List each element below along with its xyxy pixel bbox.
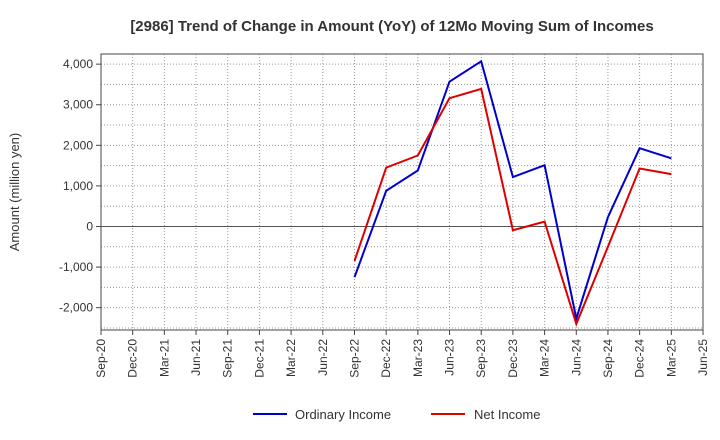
x-tick-label: Jun-23: [443, 339, 457, 376]
x-tick-label: Sep-21: [221, 339, 235, 378]
y-tick-label: 2,000: [63, 138, 93, 152]
x-tick-label: Sep-23: [474, 339, 488, 378]
x-tick-label: Mar-25: [664, 339, 678, 377]
x-tick-label: Dec-23: [506, 339, 520, 378]
y-tick-label: 3,000: [63, 98, 93, 112]
series-line: [353, 87, 672, 327]
x-tick-label: Mar-21: [157, 339, 171, 377]
grid: [100, 54, 704, 330]
x-tick-label: Jun-21: [189, 339, 203, 376]
x-tick-label: Mar-22: [284, 339, 298, 377]
y-axis-label: Amount (million yen): [7, 133, 22, 252]
x-tick-label: Jun-25: [696, 339, 710, 376]
legend-label: Net Income: [474, 407, 540, 422]
x-axis: Sep-20 Dec-20 Mar-21 Jun-21 Sep-21 Dec-21 Mar-…: [94, 330, 710, 378]
y-tick-label: 0: [86, 220, 93, 234]
series-line: [353, 59, 672, 323]
x-tick-label: Dec-24: [633, 339, 647, 378]
legend: Ordinary Income Net Income: [253, 407, 540, 422]
x-tick-label: Mar-24: [538, 339, 552, 377]
x-tick-label: Mar-23: [411, 339, 425, 377]
y-tick-label: -2,000: [59, 301, 93, 315]
x-tick-label: Sep-22: [347, 339, 361, 378]
y-tick-label: -1,000: [59, 260, 93, 274]
chart-title: [2986] Trend of Change in Amount (YoY) o…: [130, 18, 653, 35]
x-tick-label: Sep-24: [601, 339, 615, 378]
x-tick-label: Jun-22: [316, 339, 330, 376]
plot-frame: [100, 53, 704, 331]
y-axis: -2,000 -1,000 0 1,000 2,000 3,000 4,000: [59, 57, 101, 315]
legend-label: Ordinary Income: [295, 407, 391, 422]
x-tick-label: Sep-20: [94, 339, 108, 378]
y-tick-label: 4,000: [63, 57, 93, 71]
series-layer: [353, 59, 672, 327]
x-tick-label: Dec-21: [252, 339, 266, 378]
x-tick-label: Jun-24: [569, 339, 583, 376]
x-tick-label: Dec-20: [126, 339, 140, 378]
x-tick-label: Dec-22: [379, 339, 393, 378]
y-tick-label: 1,000: [63, 179, 93, 193]
